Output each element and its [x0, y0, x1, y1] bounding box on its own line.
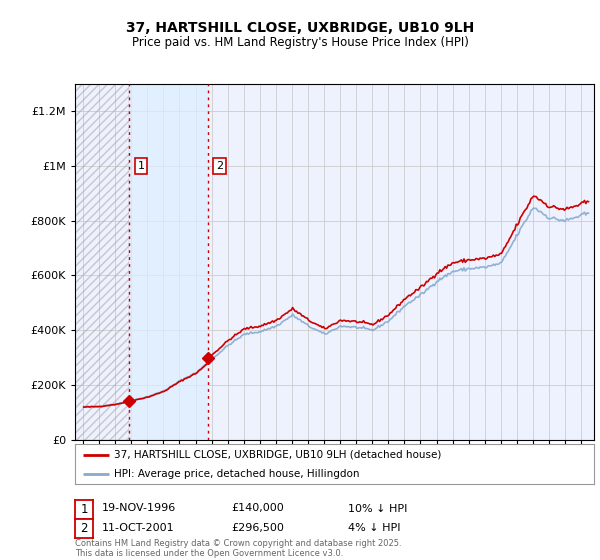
Bar — [75, 84, 130, 440]
Text: £140,000: £140,000 — [231, 503, 284, 514]
Text: 1: 1 — [80, 502, 88, 516]
Bar — [75, 84, 130, 440]
Text: Price paid vs. HM Land Registry's House Price Index (HPI): Price paid vs. HM Land Registry's House … — [131, 36, 469, 49]
Text: 1: 1 — [137, 161, 145, 171]
Bar — [130, 84, 208, 440]
Text: 2: 2 — [216, 161, 223, 171]
Text: Contains HM Land Registry data © Crown copyright and database right 2025.
This d: Contains HM Land Registry data © Crown c… — [75, 539, 401, 558]
Text: £296,500: £296,500 — [231, 522, 284, 533]
Text: 4% ↓ HPI: 4% ↓ HPI — [348, 522, 401, 533]
Text: 37, HARTSHILL CLOSE, UXBRIDGE, UB10 9LH (detached house): 37, HARTSHILL CLOSE, UXBRIDGE, UB10 9LH … — [114, 450, 442, 460]
Text: 11-OCT-2001: 11-OCT-2001 — [102, 522, 175, 533]
Text: 37, HARTSHILL CLOSE, UXBRIDGE, UB10 9LH: 37, HARTSHILL CLOSE, UXBRIDGE, UB10 9LH — [126, 21, 474, 35]
Text: 10% ↓ HPI: 10% ↓ HPI — [348, 503, 407, 514]
Text: 2: 2 — [80, 521, 88, 535]
Text: HPI: Average price, detached house, Hillingdon: HPI: Average price, detached house, Hill… — [114, 469, 359, 478]
Text: 19-NOV-1996: 19-NOV-1996 — [102, 503, 176, 514]
